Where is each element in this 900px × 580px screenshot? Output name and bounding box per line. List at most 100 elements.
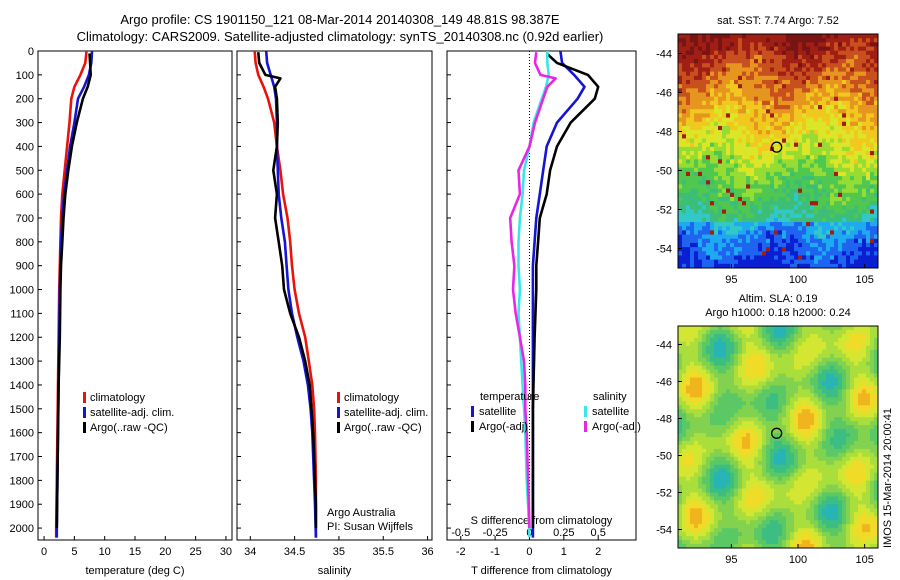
map-cell [682,409,687,414]
map-cell [762,192,767,198]
map-cell [698,213,703,219]
map-cell [786,377,791,382]
map-cell [714,476,719,481]
map-cell [850,71,855,77]
map-cell [714,46,719,52]
map-cell [726,251,731,256]
map-cell [854,163,859,169]
map-cell [866,433,871,438]
map-cell [834,67,839,73]
map-cell [826,38,831,43]
map-cell [874,42,879,47]
map-cell [858,42,863,47]
map-cell [798,480,803,485]
map-cell [854,54,859,60]
map-cell [874,59,879,64]
map-cell [758,105,763,110]
map-cell [742,238,747,244]
map-cell [706,163,711,169]
map-cell [842,121,847,127]
map-cell [838,381,843,386]
map-cell [810,163,815,169]
map-cell [782,381,787,386]
map-cell [838,429,843,434]
map-cell [802,425,807,430]
map-cell [846,67,851,73]
map-cell [698,341,703,347]
map-cell [702,397,707,402]
map-cell [798,357,803,363]
map-cell [742,401,747,406]
map-cell [758,54,763,60]
map-cell [686,201,691,206]
map-cell [842,59,847,64]
map-cell [790,155,795,160]
map-cell [794,184,799,190]
map-cell [710,349,715,355]
map-cell [774,196,779,202]
map-cell [702,389,707,394]
map-cell [782,34,787,39]
map-cell [858,460,863,466]
map-cell [726,361,731,367]
map-cell [866,125,871,131]
map-cell [726,151,731,156]
map-cell [722,59,727,64]
map-cell [738,142,743,148]
map-cell [710,96,715,102]
map-cell [690,429,695,434]
map-cell [746,413,751,418]
map-cell [766,88,771,93]
map-cell [698,92,703,98]
map-cell [862,88,867,93]
map-cell [874,381,879,386]
map-cell [794,393,799,398]
map-cell [710,134,715,139]
map-cell [826,121,831,127]
map-cell [782,46,787,52]
map-cell [850,460,855,466]
map-cell [698,456,703,462]
map-cell [726,109,731,114]
map-cell [842,92,847,98]
map-cell [810,84,815,89]
map-cell [690,176,695,181]
map-cell [870,476,875,481]
map-cell [766,59,771,64]
map-cell [850,125,855,131]
map-cell [762,46,767,52]
map-cell [730,180,735,185]
map-cell [830,361,835,367]
map-cell [746,405,751,410]
map-cell [802,213,807,219]
map-cell [790,385,795,390]
map-cell [850,59,855,64]
map-cell [854,341,859,347]
map-cell [866,100,871,106]
map-cell [678,401,683,406]
map-cell [746,397,751,402]
map-cell [750,92,755,98]
map-cell [714,109,719,114]
map-cell [734,333,739,339]
map-cell [694,448,699,454]
map-cell [754,337,759,343]
map-cell [750,84,755,89]
map-cell [774,54,779,60]
map-cell [798,238,803,244]
map-cell [750,234,755,240]
map-cell [798,75,803,81]
map-cell [746,373,751,378]
map-cell [686,464,691,470]
map-cell [770,341,775,347]
map-cell [678,96,683,102]
map-cell [786,100,791,106]
map-cell [858,238,863,244]
map-cell [698,217,703,223]
map-cell [818,341,823,347]
map-cell [818,113,823,118]
map-cell [802,393,807,398]
map-cell [874,213,879,219]
map-cell [866,213,871,219]
map-cell [714,385,719,390]
